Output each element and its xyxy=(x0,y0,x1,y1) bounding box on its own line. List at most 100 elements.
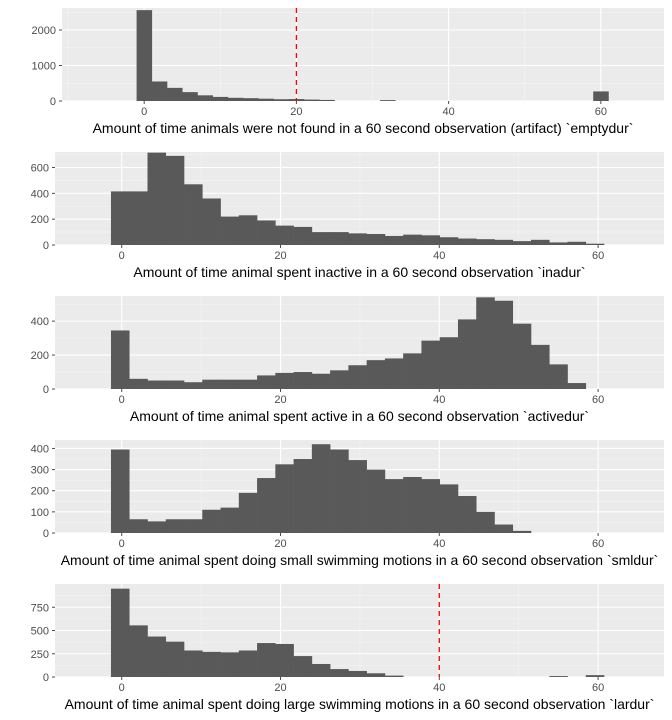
histogram-bar xyxy=(184,382,203,389)
histogram-bar xyxy=(366,673,386,677)
histogram-bar xyxy=(129,519,148,533)
histogram-bar xyxy=(330,449,349,533)
histogram-bar xyxy=(165,155,185,245)
histogram-bar xyxy=(258,98,274,101)
histogram-bar xyxy=(348,365,367,389)
histogram-bar xyxy=(202,651,221,677)
histogram-bar xyxy=(220,216,240,245)
histogram-bar xyxy=(238,650,258,677)
x-tick-label: 60 xyxy=(592,682,604,694)
histogram-bar xyxy=(136,10,153,102)
histogram-bar xyxy=(512,241,532,245)
histogram-bar xyxy=(238,492,258,533)
histogram-bar xyxy=(319,99,335,101)
histogram-bar xyxy=(494,524,514,533)
histogram-bar xyxy=(512,323,532,389)
histogram-bar xyxy=(147,152,167,245)
histogram-bar xyxy=(366,234,386,245)
x-tick-label: 20 xyxy=(274,394,286,406)
chart-panel-2: 0 200 400 600 0 20 40 60 Amount of time animal s… xyxy=(31,152,664,280)
histogram-bar xyxy=(531,344,550,389)
histogram-bar xyxy=(182,92,198,101)
x-tick-label: 20 xyxy=(290,106,302,118)
histogram-bar xyxy=(147,380,167,389)
x-tick-label: 40 xyxy=(433,538,445,550)
x-tick-label: 60 xyxy=(592,394,604,406)
histogram-bar xyxy=(257,478,276,533)
y-tick-label: 400 xyxy=(31,316,49,328)
histogram-bar xyxy=(476,239,495,245)
histogram-bar xyxy=(311,232,331,245)
histogram-bar xyxy=(293,226,313,245)
x-tick-label: 40 xyxy=(433,682,445,694)
histogram-bar xyxy=(330,232,349,245)
histogram-bar xyxy=(129,625,148,677)
histogram-bar xyxy=(593,91,609,101)
histogram-bar xyxy=(366,360,386,389)
histogram-bar xyxy=(476,297,495,389)
histogram-bar xyxy=(129,378,148,389)
histogram-bar xyxy=(304,99,320,101)
x-tick-label: 20 xyxy=(274,250,286,262)
y-tick-label: 400 xyxy=(31,188,49,200)
histogram-bar xyxy=(531,239,550,245)
histogram-bar xyxy=(476,511,495,533)
histogram-bar xyxy=(147,521,167,533)
histogram-bar xyxy=(212,96,229,101)
histogram-bar xyxy=(202,198,221,245)
y-tick-label: 100 xyxy=(31,507,49,519)
y-tick-label: 750 xyxy=(31,602,49,614)
histogram-bar xyxy=(403,476,422,533)
x-tick-label: 0 xyxy=(119,538,125,550)
histogram-bar xyxy=(311,373,331,389)
histogram-bar xyxy=(165,519,185,533)
histogram-bar xyxy=(421,235,440,245)
histogram-bar xyxy=(238,215,258,245)
chart-panel-4: 0 100 200 300 400 0 20 40 60 Amount of time anima… xyxy=(31,440,664,568)
histogram-bar xyxy=(549,364,568,389)
histogram-bar xyxy=(567,241,587,245)
y-tick-label: 250 xyxy=(31,649,49,661)
x-tick-label: 60 xyxy=(592,538,604,550)
histogram-bar xyxy=(330,669,349,677)
chart-panel-5: 0 250 500 750 0 20 40 60 Amount of time animal s… xyxy=(31,584,664,712)
histogram-bar xyxy=(494,300,514,389)
x-tick-label: 0 xyxy=(141,106,147,118)
histogram-bar xyxy=(202,509,221,533)
histogram-bar xyxy=(439,484,459,533)
histogram-bar xyxy=(293,372,313,389)
histogram-bar xyxy=(227,97,244,101)
histogram-bar xyxy=(330,370,349,389)
x-axis-title: Amount of time animals were not found in… xyxy=(93,120,634,136)
x-tick-label: 40 xyxy=(433,250,445,262)
y-tick-label: 300 xyxy=(31,465,49,477)
histogram-bar xyxy=(220,379,240,389)
histogram-bar xyxy=(110,588,130,677)
histogram-bar xyxy=(220,652,240,677)
histogram-bar xyxy=(348,460,367,533)
histogram-bar xyxy=(549,242,568,245)
histogram-bar xyxy=(348,670,367,677)
histogram-bar xyxy=(384,479,404,533)
histogram-bar xyxy=(257,375,276,389)
histogram-bar xyxy=(151,81,168,101)
histogram-bar xyxy=(273,99,290,101)
histogram-bar xyxy=(366,469,386,533)
histogram-bar xyxy=(585,675,605,677)
histogram-bar xyxy=(439,237,459,245)
x-axis-title: Amount of time animal spent doing small … xyxy=(61,552,659,568)
histogram-bar xyxy=(494,239,514,245)
histogram-bar xyxy=(380,100,396,101)
x-tick-label: 60 xyxy=(595,106,607,118)
histogram-bar xyxy=(567,383,587,389)
histogram-bar xyxy=(348,233,367,245)
histogram-bar xyxy=(165,380,185,389)
histogram-bar xyxy=(403,234,422,245)
y-tick-label: 0 xyxy=(43,384,49,396)
y-tick-label: 400 xyxy=(31,443,49,455)
y-tick-label: 500 xyxy=(31,626,49,638)
x-tick-label: 0 xyxy=(119,682,125,694)
x-tick-label: 20 xyxy=(274,682,286,694)
histogram-bar xyxy=(257,643,276,677)
